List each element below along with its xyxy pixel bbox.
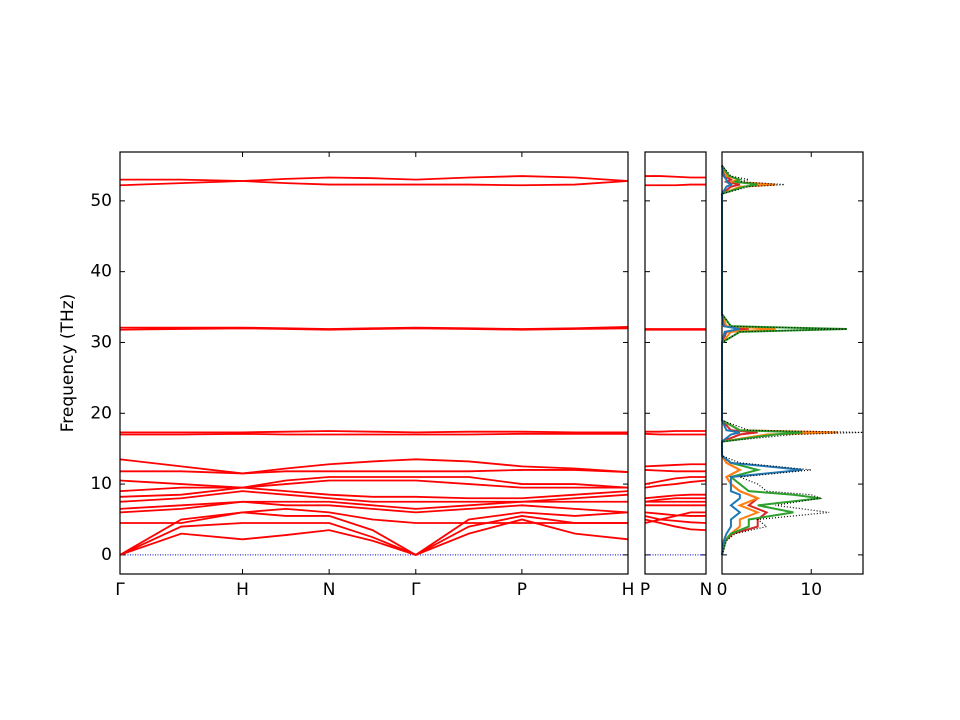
y-tick-label: 30	[90, 332, 112, 352]
band	[644, 497, 706, 503]
dos-curve	[721, 165, 769, 556]
y-tick-label: 0	[101, 545, 112, 565]
band	[119, 458, 629, 475]
x-tick-label: P	[640, 580, 650, 600]
x-tick-label: P	[517, 580, 527, 600]
band	[119, 500, 629, 514]
band	[644, 511, 706, 524]
band	[644, 515, 707, 524]
panel-frame	[119, 151, 629, 575]
band	[644, 476, 706, 485]
band	[644, 469, 706, 473]
band	[119, 490, 629, 503]
dos-curve	[721, 165, 864, 556]
y-tick-label: 40	[90, 262, 112, 282]
band	[120, 469, 629, 475]
x-tick-label: Γ	[411, 580, 421, 600]
band	[119, 515, 628, 556]
x-tick-label: Γ	[115, 580, 125, 600]
band	[119, 511, 629, 556]
y-tick-label: 10	[90, 474, 112, 494]
x-tick-label: 10	[800, 580, 822, 600]
y-tick-label: 20	[90, 403, 112, 423]
y-tick-label: 50	[90, 191, 112, 211]
x-tick-label: N	[700, 580, 713, 600]
y-axis-label: Frequency (THz)	[58, 294, 78, 433]
band	[120, 430, 628, 434]
band	[645, 430, 706, 433]
band	[119, 476, 629, 489]
band	[119, 486, 629, 500]
x-tick-label: H	[622, 580, 635, 600]
band	[119, 479, 628, 493]
dos-curve	[721, 164, 847, 556]
x-tick-label: 0	[717, 580, 728, 600]
band	[119, 518, 629, 556]
band	[645, 175, 706, 179]
panel-frame	[721, 151, 864, 575]
dos-curve	[721, 165, 803, 556]
band	[644, 493, 706, 500]
band	[644, 518, 707, 531]
band	[645, 183, 706, 187]
x-tick-label: N	[323, 580, 336, 600]
x-tick-label: H	[236, 580, 249, 600]
band	[644, 432, 706, 436]
band	[120, 432, 628, 436]
band	[120, 325, 629, 330]
band	[120, 175, 629, 182]
band	[120, 507, 628, 524]
band	[119, 180, 629, 187]
band	[119, 500, 628, 510]
band	[644, 479, 707, 489]
panel-frame	[644, 151, 707, 575]
band	[644, 463, 706, 468]
